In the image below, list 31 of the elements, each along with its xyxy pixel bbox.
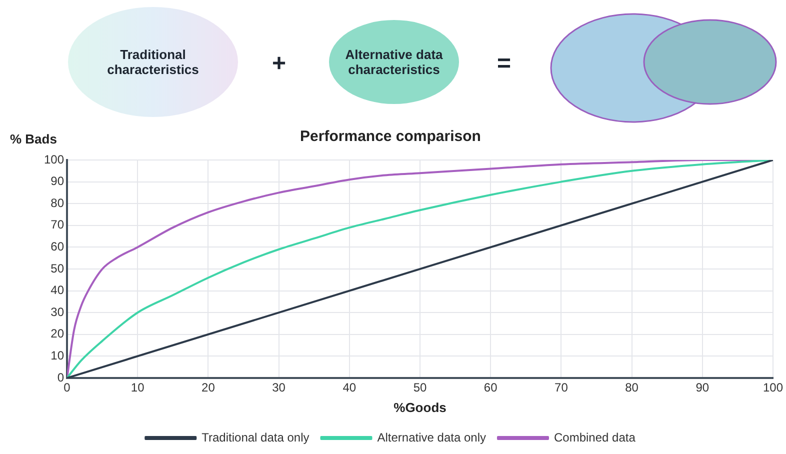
- legend-label: Alternative data only: [377, 430, 486, 444]
- ellipse: Traditional characteristics: [68, 7, 238, 117]
- y-tick-label: 60: [50, 240, 64, 254]
- y-axis-title: % Bads: [10, 132, 57, 147]
- y-tick-label: 50: [50, 261, 64, 276]
- x-tick-label: 100: [762, 380, 784, 395]
- x-tick-label: 60: [484, 380, 498, 395]
- y-tick-label: 20: [50, 326, 64, 341]
- y-tick-label: 0: [57, 370, 64, 384]
- x-tick-label: 90: [696, 380, 710, 395]
- x-tick-label: 30: [272, 380, 286, 395]
- legend-label: Traditional data only: [202, 430, 310, 444]
- text: =: [497, 50, 512, 78]
- x-tick-label: 50: [413, 380, 427, 395]
- x-tick-label: 80: [625, 380, 639, 395]
- y-tick-label: 30: [50, 304, 64, 319]
- legend-label: Combined data: [554, 430, 636, 444]
- ellipse: Alternative data characteristics: [329, 20, 459, 104]
- y-tick-label: 80: [50, 196, 64, 210]
- text: +: [272, 50, 286, 78]
- y-tick-label: 90: [50, 174, 64, 188]
- x-tick-label: 20: [202, 380, 216, 395]
- x-axis-title: %Goods: [394, 400, 446, 415]
- y-tick-label: 40: [50, 283, 64, 298]
- y-tick-label: 70: [50, 218, 64, 232]
- x-tick-label: 70: [554, 380, 568, 395]
- y-tick-label: 10: [50, 348, 64, 363]
- x-tick-label: 40: [342, 380, 356, 395]
- x-tick-label: 10: [130, 380, 145, 395]
- chart-title: Performance comparison: [300, 128, 481, 146]
- y-tick-label: 100: [44, 152, 64, 166]
